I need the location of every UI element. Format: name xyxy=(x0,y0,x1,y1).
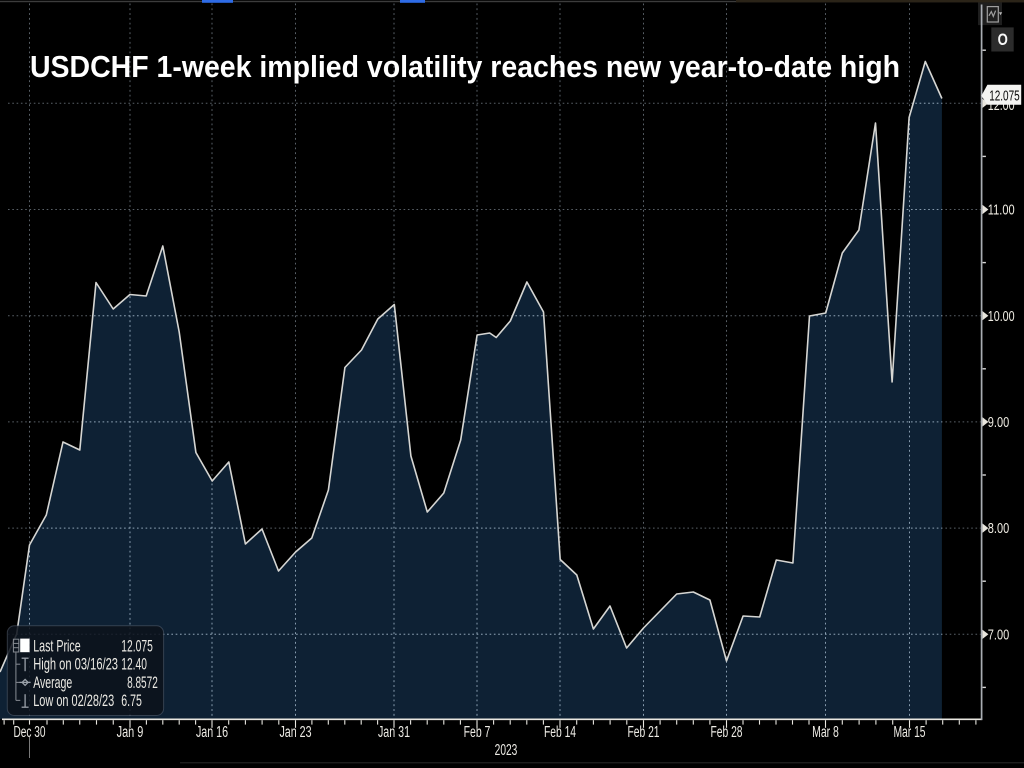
svg-text:Low on 02/28/23: Low on 02/28/23 xyxy=(33,691,114,710)
svg-text:Feb 21: Feb 21 xyxy=(627,724,659,741)
svg-text:Feb 14: Feb 14 xyxy=(544,724,576,741)
svg-text:Jan 31: Jan 31 xyxy=(378,724,410,741)
svg-text:Jan 23: Jan 23 xyxy=(279,724,311,741)
svg-text:O: O xyxy=(998,31,1008,49)
svg-text:10.00: 10.00 xyxy=(988,309,1015,325)
svg-text:12.075: 12.075 xyxy=(121,637,153,656)
svg-text:12.40: 12.40 xyxy=(121,655,147,674)
svg-text:Feb 7: Feb 7 xyxy=(464,724,491,741)
svg-text:Jan 9: Jan 9 xyxy=(117,724,144,741)
svg-text:8.00: 8.00 xyxy=(988,521,1009,537)
svg-text:2023: 2023 xyxy=(495,742,518,759)
svg-text:Mar 8: Mar 8 xyxy=(812,724,839,741)
svg-text:Average: Average xyxy=(33,673,72,692)
svg-text:Last Price: Last Price xyxy=(33,637,80,656)
svg-text:11.00: 11.00 xyxy=(988,203,1015,219)
svg-text:Jan 16: Jan 16 xyxy=(196,724,228,741)
svg-text:9.00: 9.00 xyxy=(988,415,1009,431)
svg-text:Feb 28: Feb 28 xyxy=(710,724,742,741)
svg-text:High on 03/16/23: High on 03/16/23 xyxy=(33,655,118,674)
svg-text:Dec 30: Dec 30 xyxy=(13,724,45,741)
svg-text:12.075: 12.075 xyxy=(989,87,1020,104)
svg-text:USDCHF 1-week implied volatili: USDCHF 1-week implied volatility reaches… xyxy=(30,49,900,84)
svg-text:Mar 15: Mar 15 xyxy=(893,724,925,741)
svg-text:6.75: 6.75 xyxy=(121,691,142,710)
svg-text:7.00: 7.00 xyxy=(988,627,1009,643)
svg-text:8.8572: 8.8572 xyxy=(127,673,158,692)
